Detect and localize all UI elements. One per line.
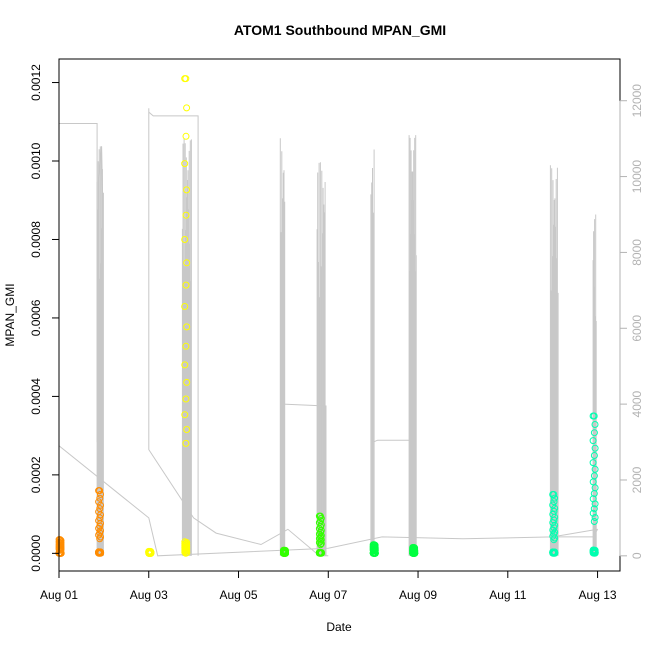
right-tick-label: 0: [630, 552, 644, 559]
x-tick-label: Aug 03: [130, 588, 168, 602]
right-tick-label: 8000: [630, 239, 644, 266]
data-points: [55, 75, 599, 557]
data-point-max: [410, 544, 418, 551]
data-point: [591, 465, 599, 473]
y-axis: 0.0000 0.0002 0.0004 0.0006 0.0008 0.0010 0.00…: [29, 64, 60, 572]
right-tick-label: 12000: [630, 84, 644, 118]
y-tick-label: 0.0002: [29, 456, 43, 493]
x-axis-label: Date: [326, 620, 352, 634]
data-point-max: [550, 491, 558, 498]
data-point: [590, 505, 598, 513]
data-point-max: [182, 75, 190, 83]
data-point-max: [56, 536, 64, 544]
data-point: [183, 104, 191, 112]
data-point: [315, 530, 323, 538]
data-point: [182, 342, 190, 350]
right-axis: 0 2000 4000 6000 8000 10000 12000: [619, 84, 644, 559]
data-point: [590, 472, 598, 480]
right-tick-label: 6000: [630, 315, 644, 342]
x-tick-label: Aug 13: [579, 588, 617, 602]
data-point: [95, 508, 103, 516]
data-point: [182, 439, 190, 447]
y-tick-label: 0.0000: [29, 535, 43, 572]
data-point: [56, 540, 64, 548]
data-point: [95, 498, 103, 506]
altitude-line: [283, 403, 327, 556]
altitude-line: [148, 108, 329, 557]
data-point: [590, 518, 598, 525]
data-point: [182, 132, 190, 140]
data-point: [550, 507, 558, 515]
x-axis: Aug 01 Aug 03 Aug 05 Aug 07 Aug 09 Aug 11 Aug …: [40, 570, 617, 602]
data-point: [549, 501, 557, 509]
right-tick-label: 2000: [630, 466, 644, 493]
data-point: [590, 429, 598, 437]
x-tick-label: Aug 11: [489, 588, 526, 602]
data-point: [182, 211, 190, 219]
data-point: [97, 501, 104, 509]
data-point: [182, 395, 190, 403]
data-point: [181, 538, 189, 546]
data-point: [590, 452, 598, 459]
data-point: [182, 281, 190, 289]
data-point: [181, 160, 189, 168]
data-point: [183, 426, 191, 433]
data-point: [95, 548, 103, 556]
x-tick-label: Aug 07: [309, 588, 347, 602]
data-point: [181, 236, 189, 243]
altitude-line: [58, 123, 598, 557]
data-point: [589, 495, 597, 503]
x-tick-label: Aug 01: [40, 588, 78, 602]
y-tick-label: 0.0012: [29, 64, 43, 101]
data-point-max: [96, 487, 104, 495]
data-point: [589, 546, 597, 554]
data-point: [591, 444, 599, 452]
data-point: [183, 186, 191, 194]
y-tick-label: 0.0008: [29, 221, 43, 258]
altitude-line: [148, 111, 199, 556]
data-point-max: [370, 541, 378, 549]
y-tick-label: 0.0006: [29, 299, 43, 336]
right-tick-label: 4000: [630, 390, 644, 417]
data-point: [182, 539, 190, 547]
data-point: [96, 494, 104, 502]
data-point: [589, 509, 597, 517]
data-point: [317, 532, 325, 540]
data-point: [549, 548, 557, 556]
y-tick-label: 0.0010: [29, 142, 43, 179]
data-point: [181, 540, 189, 548]
y-axis-label: MPAN_GMI: [3, 283, 17, 346]
data-point: [591, 421, 599, 428]
altitude-trace: [58, 108, 599, 557]
data-point: [181, 361, 189, 369]
data-point: [96, 505, 104, 513]
right-tick-label: 10000: [630, 160, 644, 194]
data-point: [183, 323, 191, 331]
data-point: [589, 459, 597, 467]
data-point: [551, 528, 559, 536]
data-point: [183, 378, 191, 386]
x-tick-label: Aug 09: [399, 588, 437, 602]
data-point: [181, 411, 189, 419]
x-tick-label: Aug 05: [219, 588, 257, 602]
data-point-max: [146, 547, 154, 555]
data-point: [550, 498, 558, 506]
data-point: [551, 494, 559, 502]
data-point: [181, 303, 189, 310]
data-point: [97, 527, 104, 535]
data-point: [591, 514, 599, 521]
data-point: [97, 490, 104, 498]
data-point: [589, 437, 597, 445]
data-point-max: [316, 512, 324, 520]
y-tick-label: 0.0004: [29, 378, 43, 415]
data-point: [315, 548, 323, 556]
data-point: [183, 259, 191, 267]
data-point-max: [590, 412, 598, 420]
chart-title: ATOM1 Southbound MPAN_GMI: [234, 22, 446, 38]
data-point-max: [281, 546, 288, 554]
